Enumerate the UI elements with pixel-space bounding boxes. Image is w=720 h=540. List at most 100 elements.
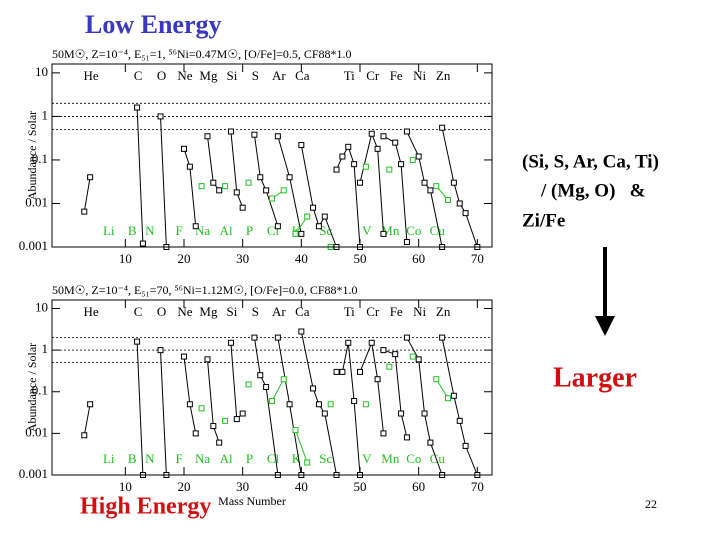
y-tick-label: 1 <box>42 341 49 356</box>
data-point <box>269 195 275 202</box>
data-point <box>386 363 393 370</box>
data-point <box>398 410 405 417</box>
y-tick-label: 0.01 <box>25 194 48 209</box>
element-label: Li <box>103 451 115 466</box>
element-label: He <box>84 304 99 319</box>
side-text: Zi/Fe <box>522 210 565 231</box>
element-label: Ca <box>295 304 310 319</box>
data-point <box>227 339 234 346</box>
element-label: O <box>157 68 166 83</box>
data-point <box>374 376 381 383</box>
data-point <box>421 410 428 417</box>
data-point <box>339 153 346 160</box>
data-point <box>210 179 217 186</box>
side-text: / (Mg, O) & <box>540 180 645 201</box>
data-point <box>362 163 369 170</box>
data-point <box>233 416 240 423</box>
y-tick-label: 0.001 <box>19 238 48 253</box>
element-label: N <box>145 451 155 466</box>
data-point <box>403 128 410 135</box>
element-label: Fe <box>390 304 403 319</box>
side-text: (Si, S, Ar, Ca, Ti) <box>522 151 659 172</box>
data-point <box>403 334 410 341</box>
data-point <box>280 187 287 194</box>
x-tick-label: 10 <box>119 479 132 494</box>
element-label: Zn <box>436 304 451 319</box>
element-label: Cr <box>366 68 380 83</box>
data-point <box>239 410 246 417</box>
data-point <box>81 208 88 215</box>
data-point <box>204 133 211 140</box>
element-label: Na <box>195 451 210 466</box>
element-label: Li <box>103 223 115 238</box>
y-tick-label: 0.001 <box>19 466 48 481</box>
data-point <box>351 397 358 404</box>
data-point <box>157 347 164 354</box>
data-point <box>380 133 387 140</box>
chart: 50M☉, Z=10⁻⁴, E₅₁=1, ⁵⁶Ni=0.47M☉, [O/Fe]… <box>19 47 493 266</box>
element-label: Co <box>406 223 421 238</box>
data-point <box>263 384 270 391</box>
data-point <box>198 405 205 412</box>
data-point <box>403 434 410 441</box>
x-tick-label: 20 <box>178 251 191 266</box>
element-label: K <box>292 451 302 466</box>
slide-title: Low Energy <box>85 10 222 39</box>
data-point <box>357 368 363 375</box>
data-point <box>345 339 352 346</box>
data-point <box>310 204 317 211</box>
data-point <box>392 139 399 146</box>
element-label: Al <box>220 451 233 466</box>
data-point <box>315 223 322 230</box>
element-label: O <box>157 304 166 319</box>
data-point <box>439 334 446 341</box>
plot-frame <box>51 63 493 248</box>
data-point <box>263 187 270 194</box>
data-point <box>257 372 264 379</box>
data-point <box>192 223 199 230</box>
element-label: K <box>292 223 302 238</box>
element-label: B <box>128 451 137 466</box>
data-point <box>292 427 299 434</box>
data-point <box>351 161 358 168</box>
data-point <box>421 179 428 186</box>
data-point <box>450 392 457 399</box>
data-point <box>298 328 305 335</box>
data-point <box>321 213 328 220</box>
x-tick-label: 40 <box>295 479 308 494</box>
data-point <box>87 174 94 181</box>
y-tick-label: 0.01 <box>25 424 48 439</box>
x-tick-label: 50 <box>354 251 367 266</box>
element-label: Cu <box>430 223 446 238</box>
data-point <box>409 353 416 360</box>
x-tick-label: 60 <box>412 479 425 494</box>
chart: 50M☉, Z=10⁻⁴, E₅₁=70, ⁵⁶Ni=1.12M☉, [O/Fe… <box>19 283 493 508</box>
element-label: Si <box>227 68 238 83</box>
data-point <box>245 179 252 186</box>
data-point <box>456 417 463 424</box>
data-point <box>345 143 352 150</box>
element-label: Mg <box>199 304 218 319</box>
data-point <box>286 174 293 181</box>
data-point <box>462 442 469 449</box>
conclusion: Larger <box>553 362 637 393</box>
data-point <box>157 113 164 120</box>
y-axis-label: Abundance / Solar <box>25 343 39 432</box>
y-tick-label: 10 <box>35 64 48 79</box>
data-point <box>315 401 322 408</box>
data-point <box>233 189 240 196</box>
element-label: Mg <box>199 68 218 83</box>
data-point <box>269 397 275 404</box>
data-point <box>239 204 246 211</box>
element-label: Cl <box>267 451 280 466</box>
data-point <box>339 368 346 375</box>
data-point <box>257 174 264 181</box>
data-point <box>222 183 229 190</box>
series-line <box>271 378 449 463</box>
element-label: F <box>176 223 183 238</box>
data-point <box>251 131 258 138</box>
element-label: C <box>134 68 143 83</box>
element-label: Ti <box>344 68 355 83</box>
x-tick-label: 50 <box>354 479 367 494</box>
